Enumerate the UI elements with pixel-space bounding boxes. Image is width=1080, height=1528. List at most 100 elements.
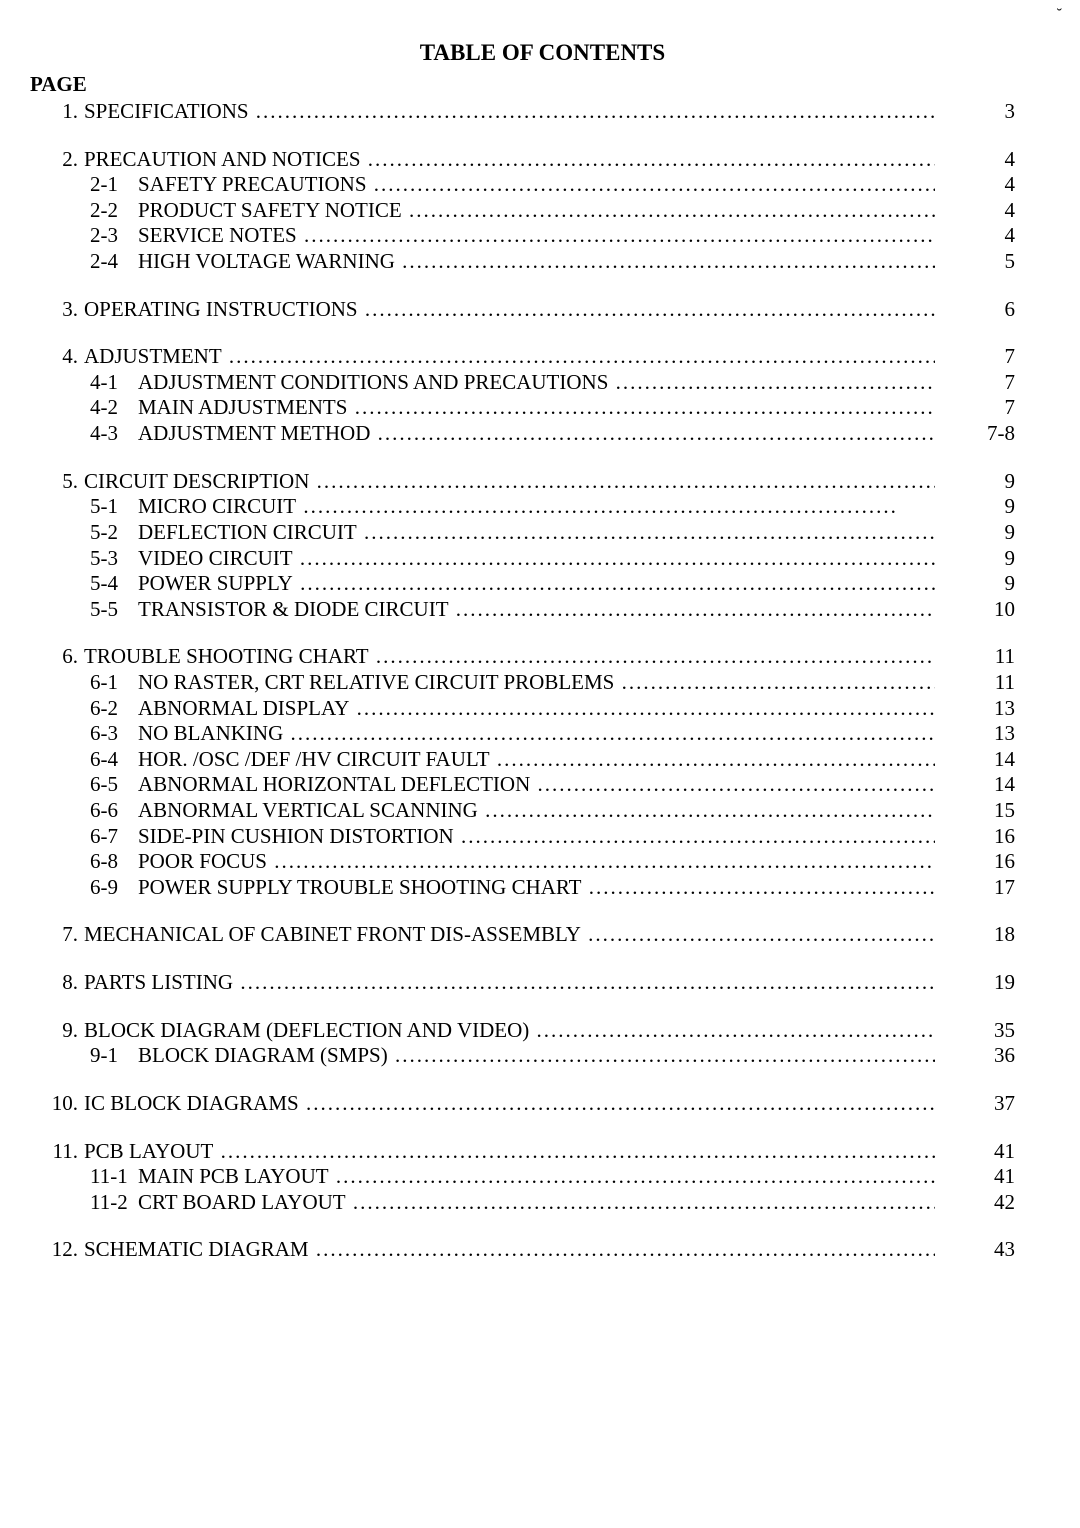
toc-sub-number: 6-5 (84, 772, 138, 798)
toc-sub-row: 6-2ABNORMAL DISPLAY13 (30, 696, 1015, 722)
document-page: ˘ TABLE OF CONTENTS PAGE 1.SPECIFICATION… (0, 0, 1080, 1528)
toc-sub-row: 6-3NO BLANKING13 (30, 721, 1015, 747)
toc-label: DEFLECTION CIRCUIT (138, 520, 935, 546)
toc-sub-row: 4-3ADJUSTMENT METHOD7-8 (30, 421, 1015, 447)
toc-row: 7.MECHANICAL OF CABINET FRONT DIS-ASSEMB… (30, 922, 1015, 948)
toc-label: MAIN ADJUSTMENTS (138, 395, 935, 421)
toc-sub-row: 2-2PRODUCT SAFETY NOTICE4 (30, 198, 1015, 224)
toc-sub-number: 6-2 (84, 696, 138, 722)
toc-sub-number: 6-4 (84, 747, 138, 773)
toc-page-number: 17 (935, 875, 1015, 901)
toc-page-number: 7-8 (935, 421, 1015, 447)
toc-label: HIGH VOLTAGE WARNING (138, 249, 935, 275)
toc-sub-row: 6-7SIDE-PIN CUSHION DISTORTION16 (30, 824, 1015, 850)
toc-label: ABNORMAL VERTICAL SCANNING (138, 798, 935, 824)
toc-sub-number: 2-4 (84, 249, 138, 275)
toc-sub-row: 6-6ABNORMAL VERTICAL SCANNING15 (30, 798, 1015, 824)
toc-page-number: 36 (935, 1043, 1015, 1069)
toc-page-number: 4 (935, 223, 1015, 249)
toc-number: 4. (30, 344, 84, 370)
toc-page-number: 3 (935, 99, 1015, 125)
toc-label: CIRCUIT DESCRIPTION (84, 469, 935, 495)
toc-label: PRODUCT SAFETY NOTICE (138, 198, 935, 224)
toc-page-number: 14 (935, 747, 1015, 773)
toc-page-number: 9 (935, 546, 1015, 572)
toc-sub-row: 5-3VIDEO CIRCUIT9 (30, 546, 1015, 572)
toc-label: OPERATING INSTRUCTIONS (84, 297, 935, 323)
toc-number: 10. (30, 1091, 84, 1117)
toc-sub-row: 6-1NO RASTER, CRT RELATIVE CIRCUIT PROBL… (30, 670, 1015, 696)
toc-label: SCHEMATIC DIAGRAM (84, 1237, 935, 1263)
toc-page-number: 16 (935, 824, 1015, 850)
toc-row: 8.PARTS LISTING19 (30, 970, 1015, 996)
toc-page-number: 41 (935, 1139, 1015, 1165)
toc-label: VIDEO CIRCUIT (138, 546, 935, 572)
toc-sub-row: 11-2CRT BOARD LAYOUT42 (30, 1190, 1015, 1216)
toc-page-number: 42 (935, 1190, 1015, 1216)
toc-gap (30, 1215, 1015, 1237)
toc-label: BLOCK DIAGRAM (SMPS) (138, 1043, 935, 1069)
toc-label: MICRO CIRCUIT (138, 494, 935, 520)
toc-gap (30, 622, 1015, 644)
toc-sub-number: 2-3 (84, 223, 138, 249)
toc-label: PRECAUTION AND NOTICES (84, 147, 935, 173)
toc-sub-row: 6-4HOR. /OSC /DEF /HV CIRCUIT FAULT14 (30, 747, 1015, 773)
toc-number: 12. (30, 1237, 84, 1263)
toc-label: ADJUSTMENT METHOD (138, 421, 935, 447)
toc-sub-row: 11-1MAIN PCB LAYOUT41 (30, 1164, 1015, 1190)
toc-label: ABNORMAL DISPLAY (138, 696, 935, 722)
toc-number: 3. (30, 297, 84, 323)
toc-sub-number: 5-4 (84, 571, 138, 597)
toc-sub-number: 4-2 (84, 395, 138, 421)
toc-sub-number: 2-1 (84, 172, 138, 198)
toc-page-number: 9 (935, 469, 1015, 495)
toc-page-number: 41 (935, 1164, 1015, 1190)
page-title: TABLE OF CONTENTS (70, 40, 1015, 66)
toc-page-number: 4 (935, 198, 1015, 224)
toc-label: NO BLANKING (138, 721, 935, 747)
toc-page-number: 19 (935, 970, 1015, 996)
toc-page-number: 7 (935, 395, 1015, 421)
toc-page-number: 7 (935, 370, 1015, 396)
toc-label: CRT BOARD LAYOUT (138, 1190, 935, 1216)
toc-page-number: 18 (935, 922, 1015, 948)
toc-sub-number: 2-2 (84, 198, 138, 224)
toc-sub-row: 4-2MAIN ADJUSTMENTS7 (30, 395, 1015, 421)
toc-label: SPECIFICATIONS (84, 99, 935, 125)
toc-page-number: 13 (935, 721, 1015, 747)
toc-sub-number: 5-3 (84, 546, 138, 572)
toc-page-number: 6 (935, 297, 1015, 323)
toc-gap (30, 275, 1015, 297)
toc-sub-row: 6-9POWER SUPPLY TROUBLE SHOOTING CHART17 (30, 875, 1015, 901)
toc-page-number: 35 (935, 1018, 1015, 1044)
toc-sub-number: 6-3 (84, 721, 138, 747)
toc-sub-row: 2-3SERVICE NOTES4 (30, 223, 1015, 249)
toc-number: 11. (30, 1139, 84, 1165)
toc-gap (30, 1069, 1015, 1091)
corner-mark: ˘ (1057, 6, 1062, 24)
toc-sub-number: 6-9 (84, 875, 138, 901)
toc-page-number: 11 (935, 644, 1015, 670)
toc-sub-number: 5-1 (84, 494, 138, 520)
toc-sub-row: 5-2DEFLECTION CIRCUIT9 (30, 520, 1015, 546)
toc-label: MECHANICAL OF CABINET FRONT DIS-ASSEMBLY (84, 922, 935, 948)
toc-label: SERVICE NOTES (138, 223, 935, 249)
toc-sub-row: 2-1SAFETY PRECAUTIONS4 (30, 172, 1015, 198)
toc-label: MAIN PCB LAYOUT (138, 1164, 935, 1190)
toc-sub-number: 6-7 (84, 824, 138, 850)
toc-page-number: 10 (935, 597, 1015, 623)
toc-row: 1.SPECIFICATIONS3 (30, 99, 1015, 125)
toc-label: SIDE-PIN CUSHION DISTORTION (138, 824, 935, 850)
toc-page-number: 43 (935, 1237, 1015, 1263)
toc-gap (30, 125, 1015, 147)
toc-sub-number: 6-1 (84, 670, 138, 696)
toc-number: 1. (30, 99, 84, 125)
toc-number: 2. (30, 147, 84, 173)
toc-label: ADJUSTMENT CONDITIONS AND PRECAUTIONS (138, 370, 935, 396)
toc-row: 12.SCHEMATIC DIAGRAM43 (30, 1237, 1015, 1263)
toc-gap (30, 322, 1015, 344)
toc-number: 7. (30, 922, 84, 948)
toc-page-number: 5 (935, 249, 1015, 275)
toc-sub-number: 6-6 (84, 798, 138, 824)
toc-label: PARTS LISTING (84, 970, 935, 996)
